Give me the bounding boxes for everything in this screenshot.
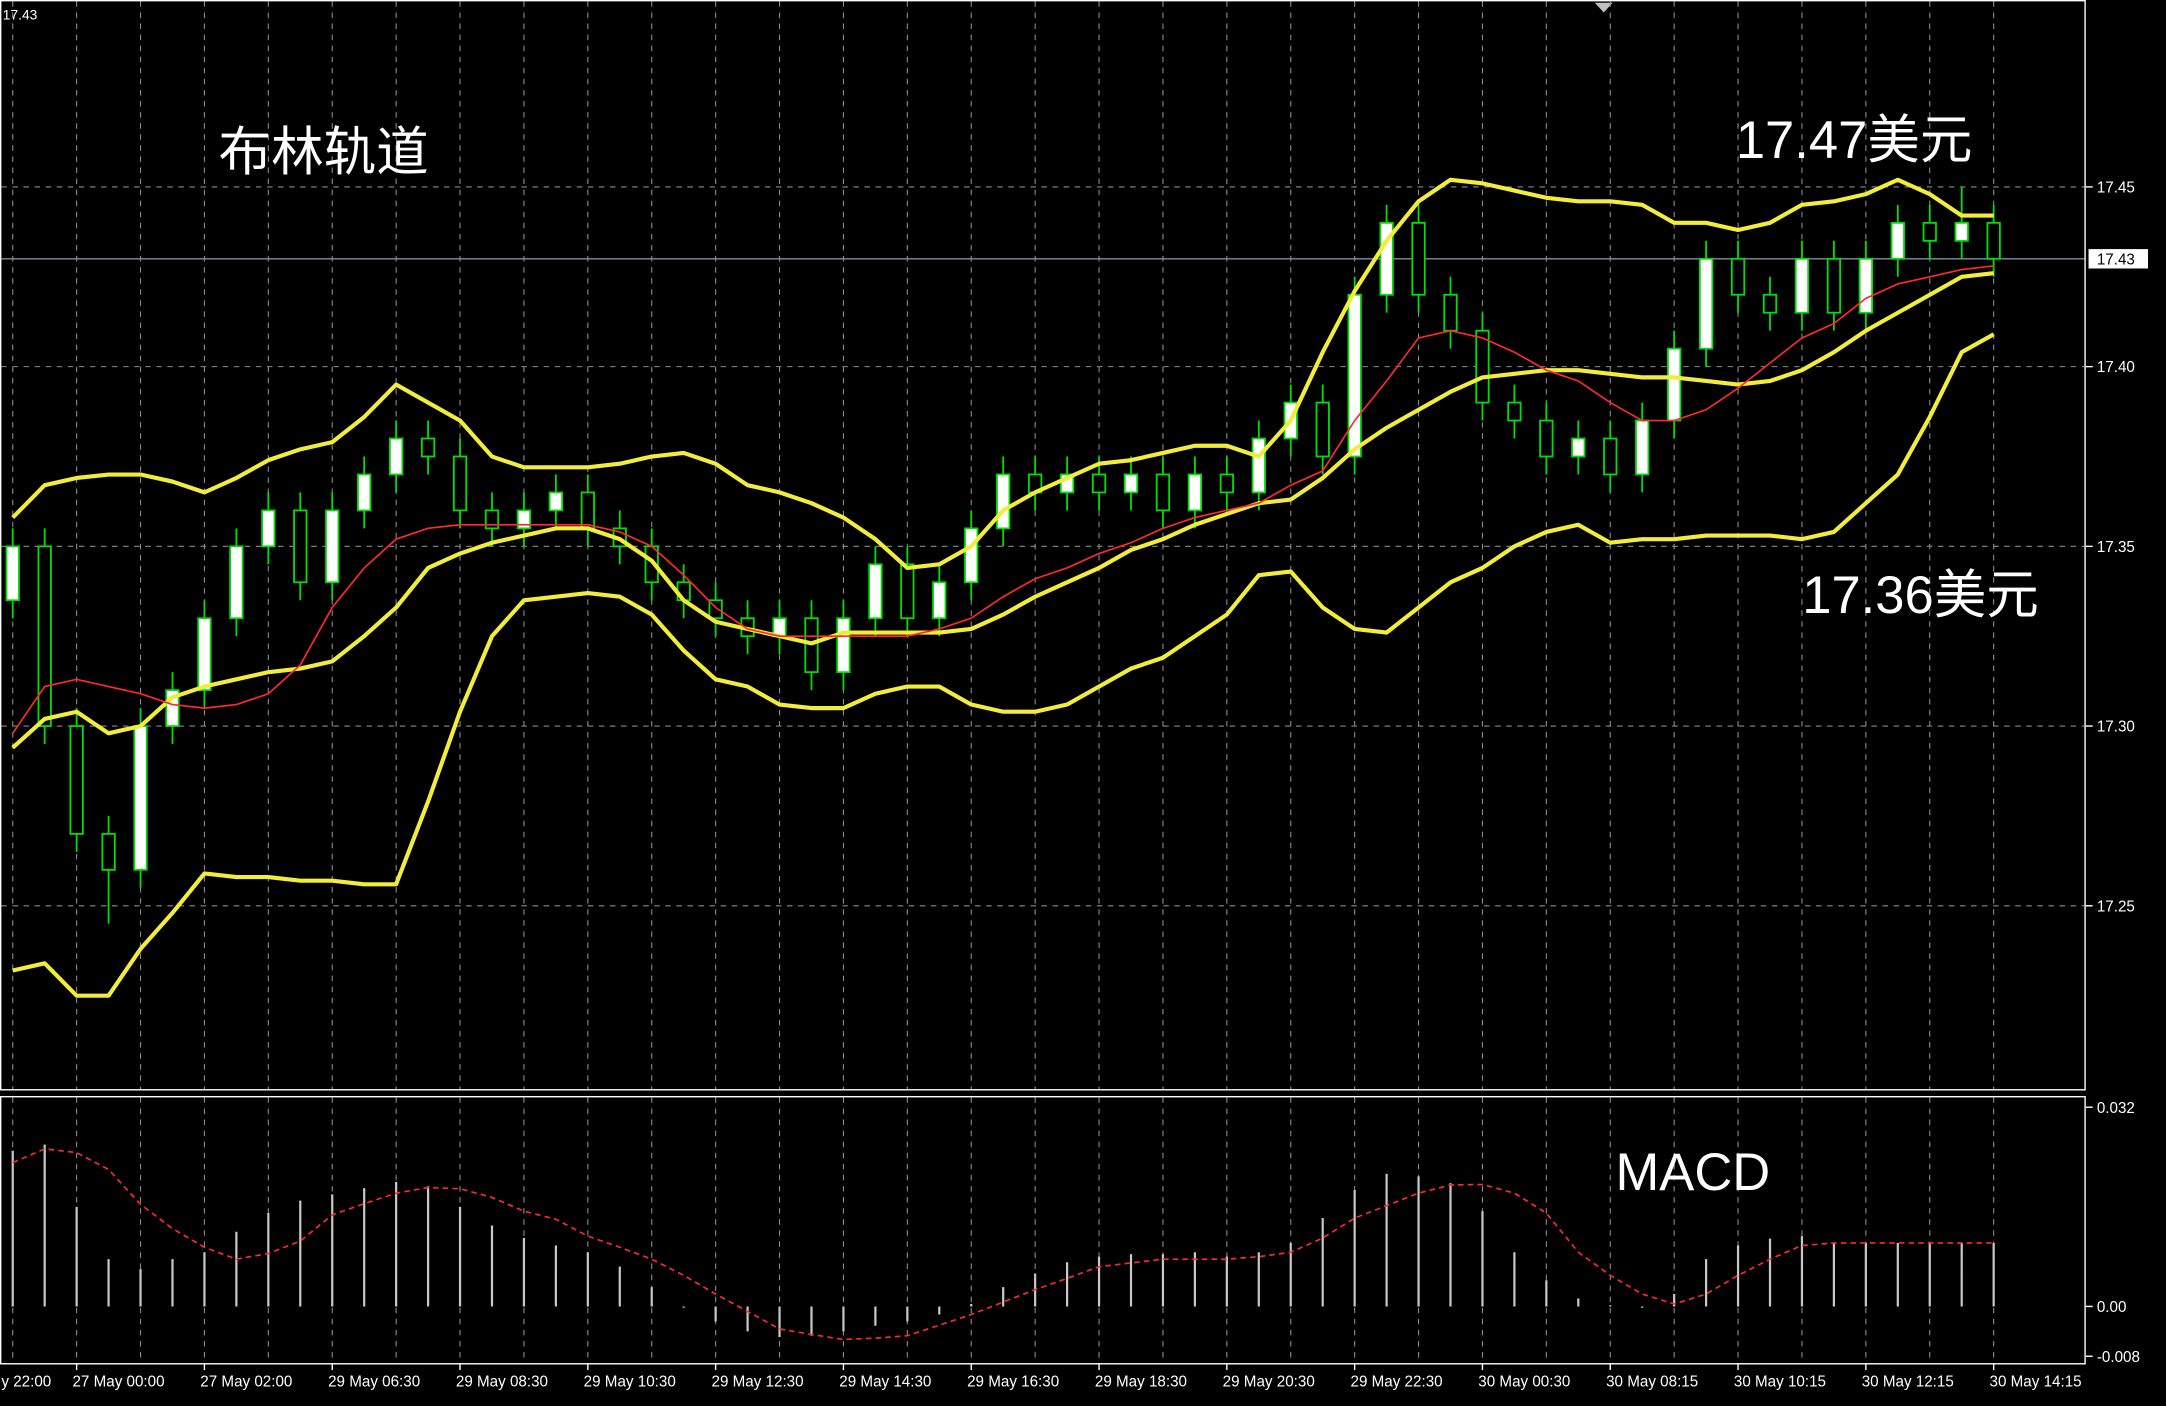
candle-body — [836, 617, 851, 674]
bollinger-middle-band — [11, 271, 1994, 750]
candle-body — [1826, 257, 1842, 314]
candle-body — [1890, 221, 1905, 260]
candle-body — [197, 617, 212, 692]
axes: y 22:00 27 May 00:00 27 May 02:00 29 May 06… — [1, 179, 2149, 1391]
macd-signal — [12, 1148, 1994, 1341]
macd-title: MACD — [1616, 1143, 1771, 1202]
candle-body — [37, 545, 52, 727]
candle-body — [69, 725, 84, 835]
x-tick-label: 29 May 12:30 — [711, 1374, 803, 1391]
y-tick-label: 17.45 — [2097, 179, 2135, 196]
candle-body — [868, 563, 883, 620]
candle-body — [1315, 401, 1330, 458]
candle-body — [1922, 221, 1937, 242]
candle-body — [1091, 473, 1107, 494]
candle-body — [1571, 437, 1586, 458]
candle-body — [1187, 473, 1203, 512]
y-tick-label: 17.30 — [2097, 719, 2135, 736]
x-tick-label: 27 May 02:00 — [200, 1374, 292, 1391]
candle-body — [1411, 221, 1426, 296]
candle-body — [996, 473, 1011, 530]
candle-body — [1155, 473, 1171, 512]
candle-body — [900, 563, 915, 620]
annotation: 17.36美元 — [1802, 566, 2039, 625]
candle-body — [932, 581, 947, 620]
x-tick-label: 30 May 10:15 — [1734, 1374, 1826, 1391]
shift-marker — [1594, 2, 1613, 13]
x-tick-label: 29 May 10:30 — [584, 1374, 676, 1391]
x-tick-label: 30 May 08:15 — [1606, 1374, 1698, 1391]
candle-body — [1954, 221, 1969, 242]
candle-body — [389, 437, 404, 476]
x-tick-label: 30 May 12:15 — [1862, 1374, 1954, 1391]
x-tick-label: 29 May 08:30 — [456, 1374, 548, 1391]
x-tick-label: 29 May 06:30 — [328, 1374, 420, 1391]
x-tick-label: 29 May 20:30 — [1223, 1374, 1315, 1391]
candle-body — [1762, 293, 1778, 314]
annotation: 17.47美元 — [1736, 111, 1973, 170]
candle-body — [293, 509, 308, 584]
x-tick-label: 29 May 22:30 — [1350, 1374, 1442, 1391]
candle-body — [261, 509, 276, 548]
candle-body — [1251, 437, 1266, 494]
bollinger-upper-band — [11, 177, 1994, 571]
bollinger-lower-band — [12, 332, 1995, 998]
current-price-marker — [2088, 249, 2149, 269]
macd-plot — [11, 1144, 1995, 1341]
candle-body — [133, 725, 148, 871]
y-tick-label: 17.35 — [2097, 539, 2135, 556]
candle-body — [357, 473, 372, 512]
candle-body — [1219, 473, 1234, 494]
candle-body — [484, 509, 500, 530]
y-tick-label: 0.00 — [2097, 1299, 2127, 1316]
candle-body — [420, 437, 436, 458]
x-tick-label: y 22:00 — [1, 1374, 51, 1391]
candle-body — [1443, 293, 1458, 332]
candle-body — [101, 832, 116, 871]
x-tick-label: 29 May 14:30 — [839, 1374, 931, 1391]
candle-body — [325, 509, 340, 584]
current-price-header: 17.43 — [3, 6, 38, 22]
candle-body — [1698, 257, 1714, 350]
moving-average — [12, 265, 1994, 734]
candle-body — [1986, 221, 2001, 260]
candle-body — [452, 455, 468, 512]
candle-body — [1123, 473, 1139, 494]
x-tick-label: 29 May 18:30 — [1095, 1374, 1187, 1391]
current-price-label: 17.43 — [2097, 251, 2135, 268]
x-tick-label: 30 May 14:15 — [1990, 1374, 2082, 1391]
x-tick-label: 27 May 00:00 — [72, 1374, 164, 1391]
y-tick-label: 17.25 — [2097, 898, 2135, 915]
candle-body — [964, 527, 979, 584]
candle-body — [1507, 401, 1522, 422]
candle-body — [1858, 257, 1873, 314]
macd-pane-frame — [0, 1096, 2086, 1365]
candle-body — [516, 509, 532, 530]
candle-body — [1475, 329, 1490, 404]
candle-body — [1635, 419, 1650, 476]
x-tick-label: 29 May 16:30 — [967, 1374, 1059, 1391]
candle-body — [1794, 257, 1810, 314]
candle-body — [1347, 293, 1362, 458]
y-tick-label: -0.008 — [2097, 1349, 2140, 1366]
candle-body — [1379, 221, 1394, 296]
candle-body — [1603, 437, 1618, 476]
candle-body — [548, 491, 564, 512]
main-pane-frame — [0, 0, 2086, 1091]
candle-body — [229, 545, 244, 620]
y-tick-label: 17.40 — [2097, 359, 2135, 376]
candle-body — [1667, 347, 1682, 422]
candle-body — [1730, 257, 1746, 296]
y-tick-label: 0.032 — [2097, 1100, 2135, 1117]
candle-body — [580, 491, 595, 530]
price-plot — [1, 177, 2085, 998]
chart-title: 布林轨道 — [219, 123, 429, 182]
x-tick-label: 30 May 00:30 — [1478, 1374, 1570, 1391]
candle-body — [5, 545, 20, 602]
candle-body — [1539, 419, 1554, 458]
